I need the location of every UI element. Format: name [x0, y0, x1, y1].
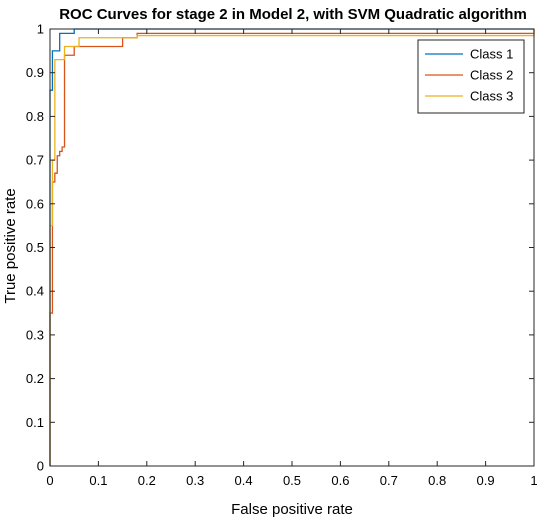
legend-label-3: Class 3 — [470, 89, 513, 104]
x-tick-label: 1 — [530, 473, 537, 488]
y-tick-label: 0 — [37, 459, 44, 474]
legend-box — [417, 39, 525, 114]
y-axis-label: True positive rate — [2, 188, 19, 303]
y-tick-label: 0.3 — [26, 327, 44, 342]
x-tick-label: 0.6 — [331, 473, 349, 488]
legend-label-1: Class 1 — [470, 47, 513, 62]
x-tick-label: 0.4 — [235, 473, 253, 488]
y-tick-label: 0.8 — [26, 109, 44, 124]
x-tick-label: 0.3 — [186, 473, 204, 488]
x-tick-label: 0.5 — [283, 473, 301, 488]
x-tick-label: 0.8 — [428, 473, 446, 488]
x-tick-label: 0.7 — [380, 473, 398, 488]
x-tick-label: 0.1 — [89, 473, 107, 488]
x-axis-label: False positive rate — [231, 501, 353, 518]
chart-title: ROC Curves for stage 2 in Model 2, with … — [59, 6, 527, 23]
y-tick-label: 0.5 — [26, 240, 44, 255]
x-tick-label: 0.2 — [138, 473, 156, 488]
series-line-3 — [49, 29, 535, 466]
x-tick-label: 0 — [46, 473, 53, 488]
y-tick-label: 0.1 — [26, 415, 44, 430]
series-lines — [49, 28, 535, 466]
y-tick-label: 0.9 — [26, 65, 44, 80]
y-tick-label: 0.4 — [26, 284, 44, 299]
y-tick-label: 0.6 — [26, 196, 44, 211]
legend: Class 1 Class 2 Class 3 — [417, 39, 525, 114]
y-tick-label: 0.7 — [26, 153, 44, 168]
legend-label-2: Class 2 — [470, 68, 513, 83]
y-tick-label: 0.2 — [26, 371, 44, 386]
tick-marks: 0 0.1 0.2 0.3 0.4 0.5 0.6 0.7 0.8 0.9 1 0 0.1 0.2 0.3 0… — [26, 22, 538, 489]
series-line-1 — [49, 28, 534, 466]
x-tick-label: 0.9 — [477, 473, 495, 488]
y-tick-label: 1 — [37, 22, 44, 37]
